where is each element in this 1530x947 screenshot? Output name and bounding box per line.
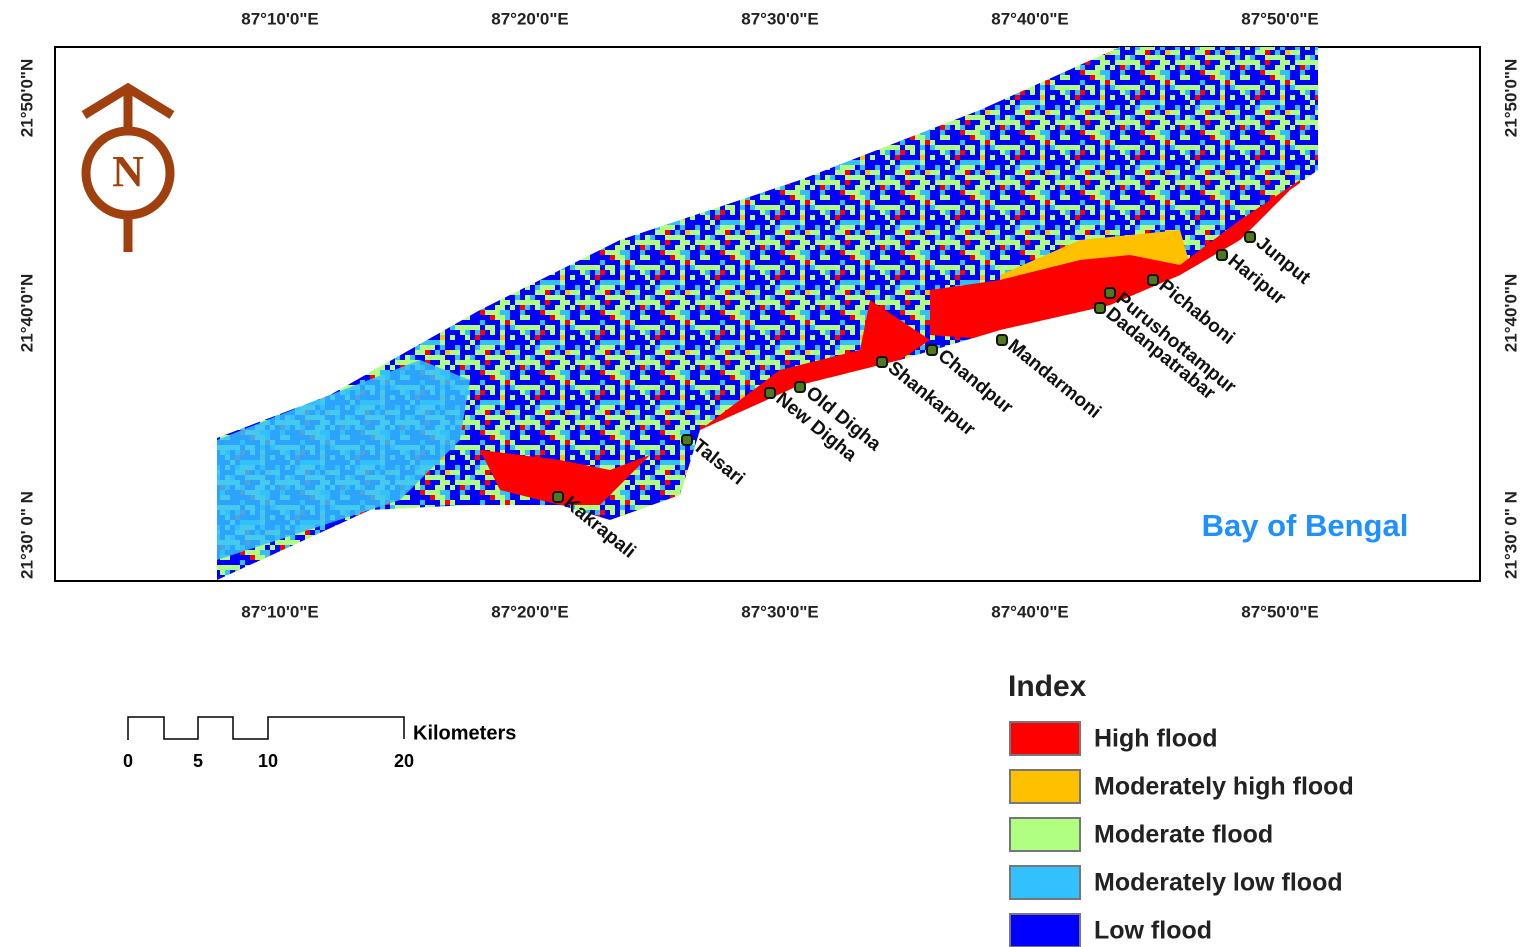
legend-title: Index [1008,670,1087,703]
top-tick-label: 87°40'0"E [991,9,1069,28]
bottom-tick-label: 87°20'0"E [491,602,569,621]
map: N Bay of Bengal Kilometers Index 87°10'0… [0,0,1530,947]
north-label: N [112,147,144,196]
scale-tick-label: 20 [394,751,414,771]
place-label: Talsari [689,435,749,489]
scale-unit: Kilometers [413,722,516,744]
legend-label: Low flood [1094,917,1212,945]
place-marker [1148,275,1158,285]
place-marker [997,335,1007,345]
place-marker [1095,303,1105,313]
bottom-tick-label: 87°50'0"E [1241,602,1319,621]
bottom-tick-label: 87°40'0"E [991,602,1069,621]
left-tick-label: 21°40'0"N [17,274,36,352]
left-tick-label: 21°30' 0" N [17,491,36,579]
top-tick-label: 87°10'0"E [241,9,319,28]
left-tick-label: 21°50'0"N [17,59,36,137]
place-marker [795,382,805,392]
bottom-tick-label: 87°10'0"E [241,602,319,621]
right-tick-label: 21°40'0"N [1501,274,1520,352]
bottom-tick-label: 87°30'0"E [741,602,819,621]
place-marker [1105,288,1115,298]
legend-swatch [1010,914,1080,947]
top-tick-label: 87°20'0"E [491,9,569,28]
place-marker [682,435,692,445]
right-tick-label: 21°30' 0" N [1501,491,1520,579]
raster-zone [217,360,470,560]
legend-swatch [1010,722,1080,755]
place-marker [877,357,887,367]
north-arrow: N [84,88,172,252]
scale-tick-label: 0 [123,751,133,771]
top-tick-label: 87°30'0"E [741,9,819,28]
page: N Bay of Bengal Kilometers Index 87°10'0… [0,0,1530,947]
right-tick-label: 21°50'0"N [1501,59,1520,137]
legend-label: Moderately high flood [1094,773,1354,801]
legend-label: Moderately low flood [1094,869,1343,897]
scale-tick-label: 10 [258,751,278,771]
place-marker [765,388,775,398]
legend-label: High flood [1094,725,1218,753]
legend-swatch [1010,866,1080,899]
legend-label: Moderate flood [1094,821,1273,849]
place-marker [553,492,563,502]
scale-tick-label: 5 [193,751,203,771]
place-marker [1217,250,1227,260]
place-label: Mandarmoni [1004,335,1105,422]
legend-swatch [1010,770,1080,803]
legend-swatch [1010,818,1080,851]
scale-bar [128,717,404,740]
place-marker [927,345,937,355]
top-tick-label: 87°50'0"E [1241,9,1319,28]
place-marker [1245,232,1255,242]
sea-label: Bay of Bengal [1202,508,1409,543]
